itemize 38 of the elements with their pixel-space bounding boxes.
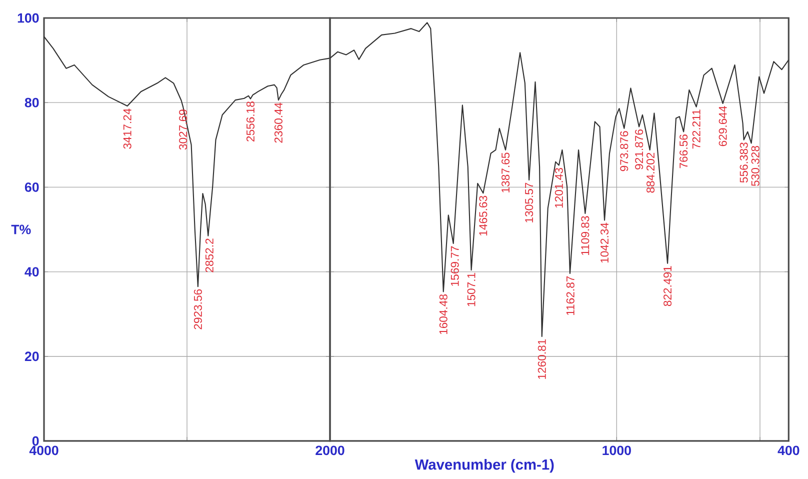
annotation: 2852.2 <box>205 238 214 272</box>
annotation: 1507.1 <box>467 272 476 306</box>
annotation: 2923.56 <box>194 289 202 330</box>
annotation: 1465.63 <box>479 196 488 236</box>
annotation: 766.56 <box>680 134 688 168</box>
annotation: 884.202 <box>646 152 655 193</box>
x-tick-label: 400 <box>778 446 800 456</box>
y-tick-label: 60 <box>24 182 39 192</box>
annotation: 1387.65 <box>502 152 510 192</box>
annotation: 1604.48 <box>439 294 448 334</box>
annotation: 556.383 <box>740 142 748 183</box>
y-tick-label: 100 <box>18 13 39 23</box>
annotation: 3027.69 <box>179 110 188 150</box>
annotation: 1109.83 <box>581 216 590 255</box>
annotation: 722.211 <box>692 110 700 149</box>
y-tick-label: 80 <box>24 98 39 108</box>
annotation: 2360.44 <box>274 102 282 143</box>
annotation: 3417.24 <box>123 108 132 149</box>
y-tick-label: 0 <box>32 436 39 446</box>
y-axis-title: T% <box>11 224 31 234</box>
x-tick-label: 2000 <box>316 446 344 456</box>
annotation: 1305.57 <box>525 182 534 222</box>
x-tick-label: 1000 <box>602 446 631 456</box>
annotation: 822.491 <box>664 266 672 306</box>
annotation: 921.876 <box>635 129 644 170</box>
annotation: 1201.43 <box>554 168 563 208</box>
annotation: 629.644 <box>718 106 727 146</box>
annotation: 1260.81 <box>538 339 546 379</box>
annotation: 1162.87 <box>566 276 574 316</box>
annotation: 530.328 <box>751 146 760 186</box>
annotation: 1569.77 <box>450 246 459 286</box>
annotation: 2556.18 <box>246 102 254 142</box>
x-tick-label: 4000 <box>29 446 58 456</box>
y-tick-label: 40 <box>24 267 39 277</box>
y-tick-label: 20 <box>24 352 39 362</box>
annotation: 1042.34 <box>600 222 609 263</box>
annotation: 973.876 <box>620 131 628 172</box>
x-axis-title: Wavenumber (cm-1) <box>414 458 554 473</box>
